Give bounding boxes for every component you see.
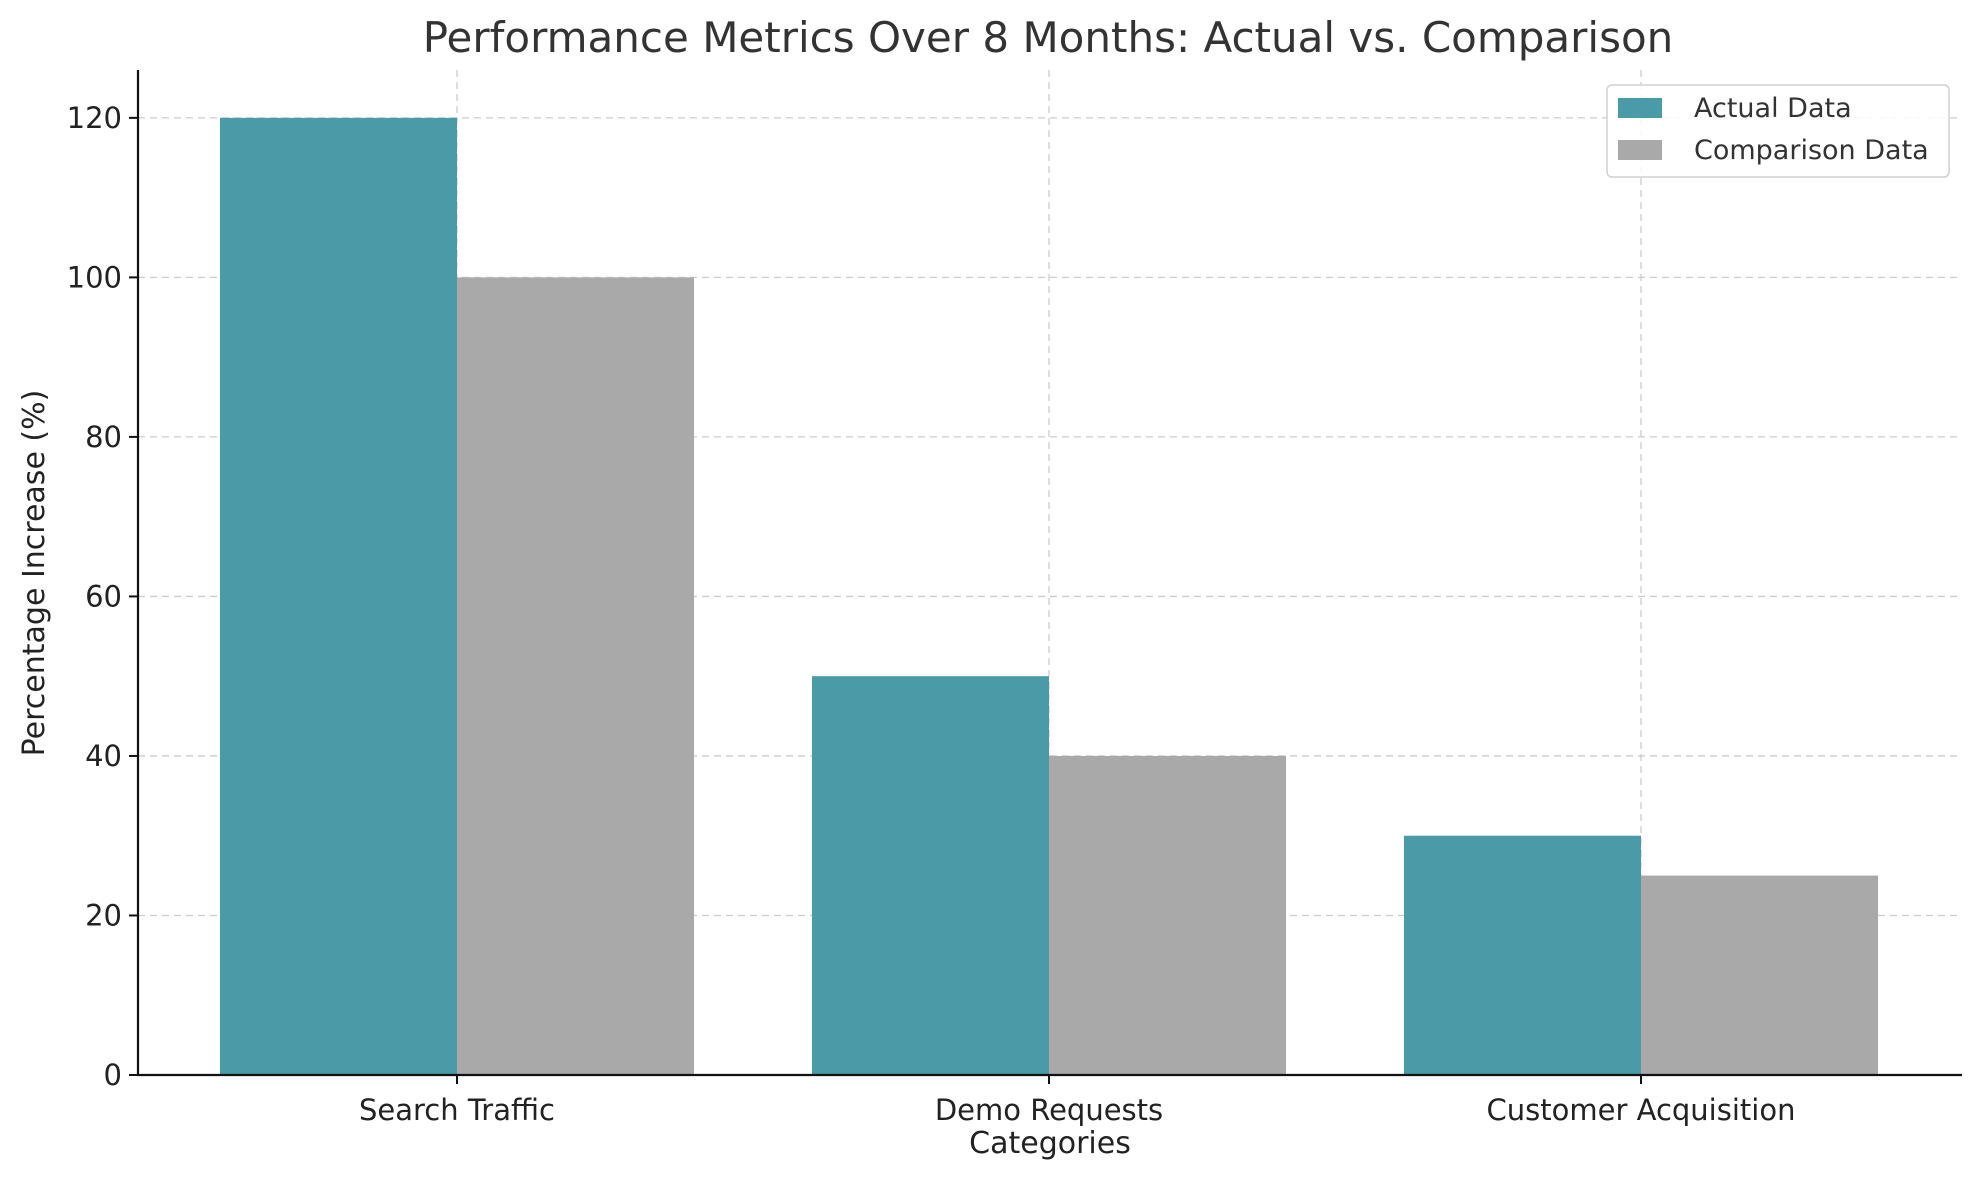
bar-actual-0 bbox=[220, 117, 457, 1076]
legend: Actual Data Comparison Data bbox=[1606, 84, 1950, 178]
y-tick-label: 80 bbox=[85, 420, 122, 454]
bar-comparison-2 bbox=[1641, 875, 1878, 1075]
bar-actual-2 bbox=[1404, 835, 1641, 1075]
chart-title: Performance Metrics Over 8 Months: Actua… bbox=[423, 13, 1674, 62]
x-ticks: Search Traffic Demo Requests Customer Acqu… bbox=[359, 1075, 1795, 1127]
y-axis-label: Percentage Increase (%) bbox=[17, 390, 52, 757]
bar-actual-1 bbox=[812, 676, 1049, 1075]
y-ticks: 0 20 40 60 80 100 120 bbox=[67, 101, 138, 1092]
bar-comparison-0 bbox=[457, 277, 694, 1075]
x-tick-label: Customer Acquisition bbox=[1487, 1093, 1796, 1127]
y-tick-label: 100 bbox=[67, 260, 122, 294]
y-tick-label: 0 bbox=[104, 1058, 122, 1092]
bars bbox=[220, 117, 1878, 1076]
x-axis-label: Categories bbox=[969, 1126, 1131, 1161]
y-tick-label: 20 bbox=[85, 898, 122, 932]
legend-label-actual: Actual Data bbox=[1694, 93, 1852, 124]
y-tick-label: 60 bbox=[85, 579, 122, 613]
y-tick-label: 40 bbox=[85, 739, 122, 773]
x-tick-label: Search Traffic bbox=[359, 1093, 555, 1127]
legend-swatch-comparison bbox=[1618, 140, 1662, 160]
x-tick-label: Demo Requests bbox=[935, 1093, 1163, 1127]
legend-frame bbox=[1606, 84, 1950, 178]
y-tick-label: 120 bbox=[67, 101, 122, 135]
bar-comparison-1 bbox=[1049, 755, 1286, 1075]
legend-swatch-actual bbox=[1618, 98, 1662, 118]
legend-label-comparison: Comparison Data bbox=[1694, 135, 1929, 166]
